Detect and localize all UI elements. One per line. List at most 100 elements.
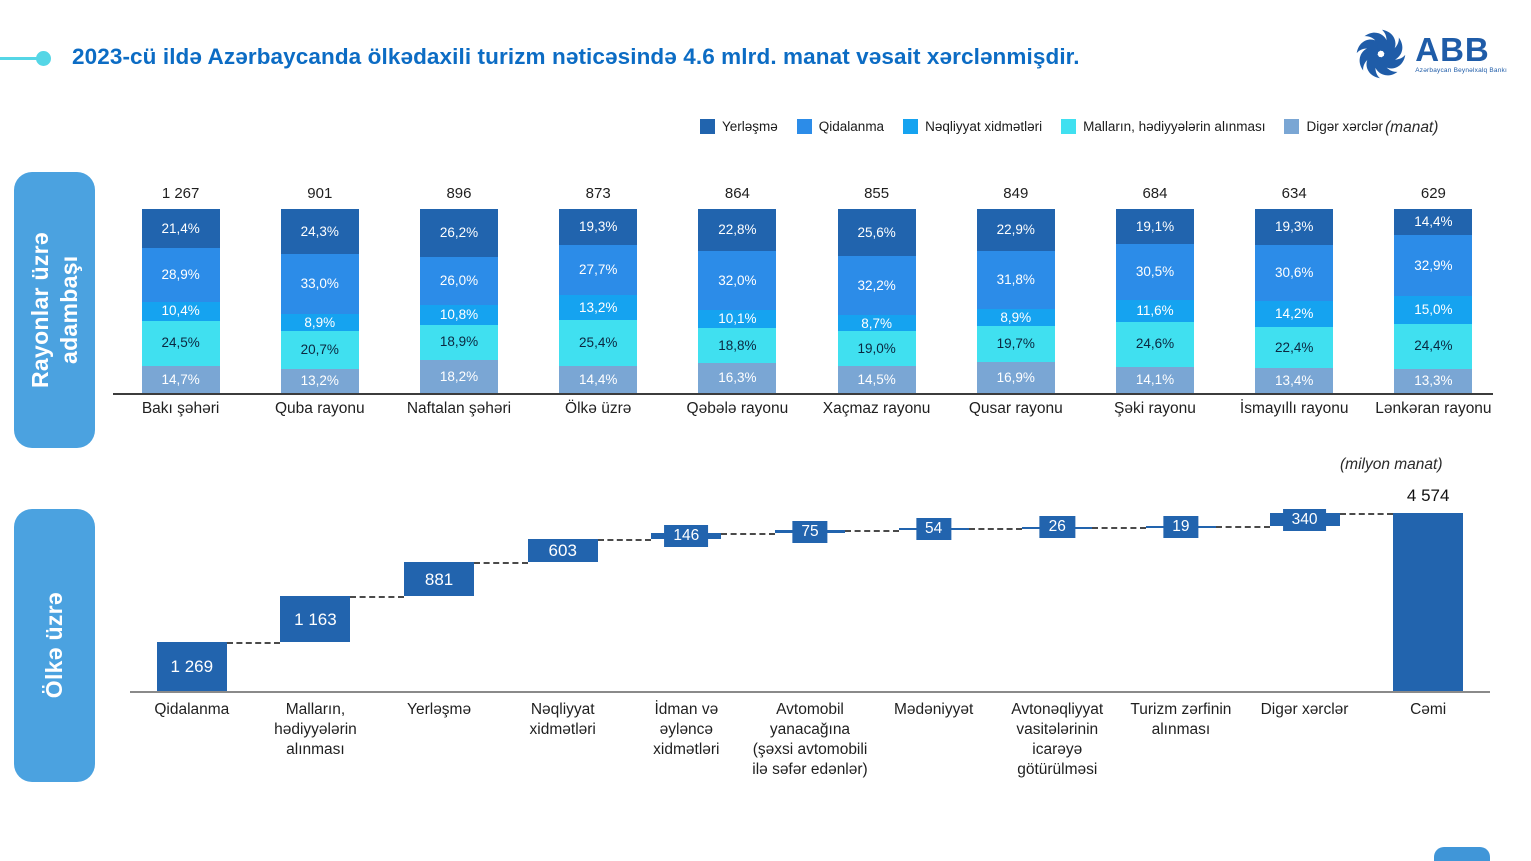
bar-segment: 19,3% [559,209,638,245]
bar-total-label: 629 [1420,185,1446,202]
bar-segment: 14,7% [141,365,220,393]
bar-segment: 24,6% [1115,321,1194,367]
x-axis-category-label: Naftalan şəhəri [406,400,512,417]
bar-segment: 22,8% [698,209,777,251]
bar-segment: 18,2% [419,359,498,393]
waterfall-connector-dash [1092,526,1146,529]
bar-segment: 10,1% [698,309,777,329]
waterfall-connector-dash [1339,513,1394,515]
bar-segment: 24,4% [1394,323,1473,369]
bar-segment: 19,1% [1115,209,1194,245]
waterfall-connector-dash [597,538,652,541]
legend-label: Digər xərclər [1306,119,1383,134]
title-accent-dot [36,51,51,66]
waterfall-connector-dash [968,527,1023,530]
bar-total-label: 684 [1142,185,1168,202]
x-axis-category-label: İsmayıllı rayonu [1239,400,1349,417]
legend-label: Nəqliyyat xidmətləri [925,119,1043,134]
waterfall-bar [527,538,598,563]
stacked-bar: 19,3% 27,7% 13,2% 25,4% 14,4% [559,209,638,393]
unit-label-manat: (manat) [1385,119,1439,136]
waterfall-value-label: 603 [548,541,577,561]
bar-total-label: 855 [864,185,890,202]
bar-total-label: 873 [585,185,611,202]
waterfall-value-label: 19 [1163,515,1199,538]
bar-total-label: 901 [307,185,333,202]
bar-segment: 32,9% [1394,235,1473,297]
stacked-bar: 14,4% 32,9% 15,0% 24,4% 13,3% [1394,209,1473,393]
bar-segment: 24,3% [280,209,359,254]
bar-segment: 25,6% [837,209,916,257]
legend-item-1: Qidalanma [796,119,885,134]
bar-segment: 10,8% [419,304,498,325]
legend-item-0: Yerləşmə [700,119,778,134]
bar-segment: 14,1% [1115,366,1194,393]
waterfall-category-label: Nəqliyyat xidmətləri [529,701,596,739]
bar-segment: 19,7% [976,325,1055,362]
legend-swatch [1284,119,1300,134]
waterfall-connector-dash [226,641,281,644]
waterfall-connector-dash [845,530,899,533]
bar-segment: 27,7% [559,244,638,296]
waterfall-value-label: 75 [792,520,828,543]
waterfall-category-label: Avtonəqliyyat vasitələrinin icarəyə götü… [1011,701,1104,779]
x-axis-category-label: Lənkəran rayonu [1375,400,1492,417]
bar-segment: 22,9% [976,209,1055,252]
bar-total-label: 896 [446,185,472,202]
stacked-bar: 21,4% 28,9% 10,4% 24,5% 14,7% [141,209,220,393]
bar-segment: 25,4% [559,319,638,367]
stacked-bar: 24,3% 33,0% 8,9% 20,7% 13,2% [280,209,359,394]
bar-segment: 28,9% [141,248,220,302]
bar-segment: 13,3% [1394,368,1473,393]
abb-logo-text: ABB [1415,31,1490,69]
bar-segment: 8,9% [280,314,359,331]
bar-segment: 10,4% [141,301,220,321]
waterfall-category-label: Mədəniyyət [893,701,974,718]
legend-label: Qidalanma [818,119,885,134]
legend-item-2: Nəqliyyat xidmətləri [903,119,1042,134]
x-axis-line [113,393,1493,395]
x-axis-category-label: Qusar rayonu [968,400,1063,417]
bar-segment: 24,5% [141,320,220,366]
legend-swatch [1061,119,1077,134]
stacked-bar: 19,3% 30,6% 14,2% 22,4% 13,4% [1255,209,1334,393]
waterfall-bar [156,641,227,691]
waterfall-category-label: Digər xərclər [1260,701,1349,718]
title-accent-line [0,57,44,60]
legend-label: Malların, hədiyyələrin alınması [1083,119,1266,134]
bar-segment: 19,0% [837,331,916,367]
bar-segment: 31,8% [976,251,1055,310]
legend-item-3: Malların, hədiyyələrin alınması [1061,119,1265,134]
bar-segment: 21,4% [141,209,220,249]
waterfall-category-label: Yerləşmə [407,701,472,718]
waterfall-connector-dash [350,596,405,599]
bar-segment: 26,0% [419,257,498,305]
waterfall-chart: 1 269 1 163 881 603 146 75 54 26 19 340 4 574 Qidal… [130,460,1490,800]
bar-segment: 8,9% [976,309,1055,326]
waterfall-category-label: Malların, hədiyyələrin alınması [274,701,357,759]
waterfall-category-label: Avtomobil yanacağına (şəxsi avtomobili i… [752,701,868,779]
section-label-country: Ölkə üzrə [14,509,95,782]
x-axis-category-label: Xaçmaz rayonu [822,400,931,417]
bar-segment: 14,4% [559,366,638,393]
bar-segment: 14,5% [837,366,916,393]
stacked-bar: 22,9% 31,8% 8,9% 19,7% 16,9% [976,209,1055,393]
abb-pinwheel-icon [1356,29,1406,79]
bar-segment: 32,0% [698,250,777,310]
x-axis-category-label: Bakı şəhəri [141,400,220,417]
chart-legend: Yerləşmə Qidalanma Nəqliyyat xidmətləri Mal… [700,119,1383,134]
stacked-bar: 25,6% 32,2% 8,7% 19,0% 14,5% [837,209,916,393]
waterfall-bar [404,562,475,597]
bar-segment: 16,3% [698,362,777,393]
legend-swatch [700,119,715,134]
stacked-bar: 22,8% 32,0% 10,1% 18,8% 16,3% [698,209,777,393]
waterfall-value-label: 340 [1282,508,1327,531]
x-axis-category-label: Şəki rayonu [1114,400,1196,417]
bar-segment: 16,9% [976,361,1055,393]
abb-logo: ABB Azərbaycan Beynəlxalq Bankı [1353,26,1507,82]
bar-total-label: 634 [1281,185,1307,202]
legend-swatch [796,119,812,134]
x-axis-category-label: Qəbələ rayonu [686,400,789,417]
waterfall-category-label: Turizm zərfinin alınması [1130,701,1232,739]
